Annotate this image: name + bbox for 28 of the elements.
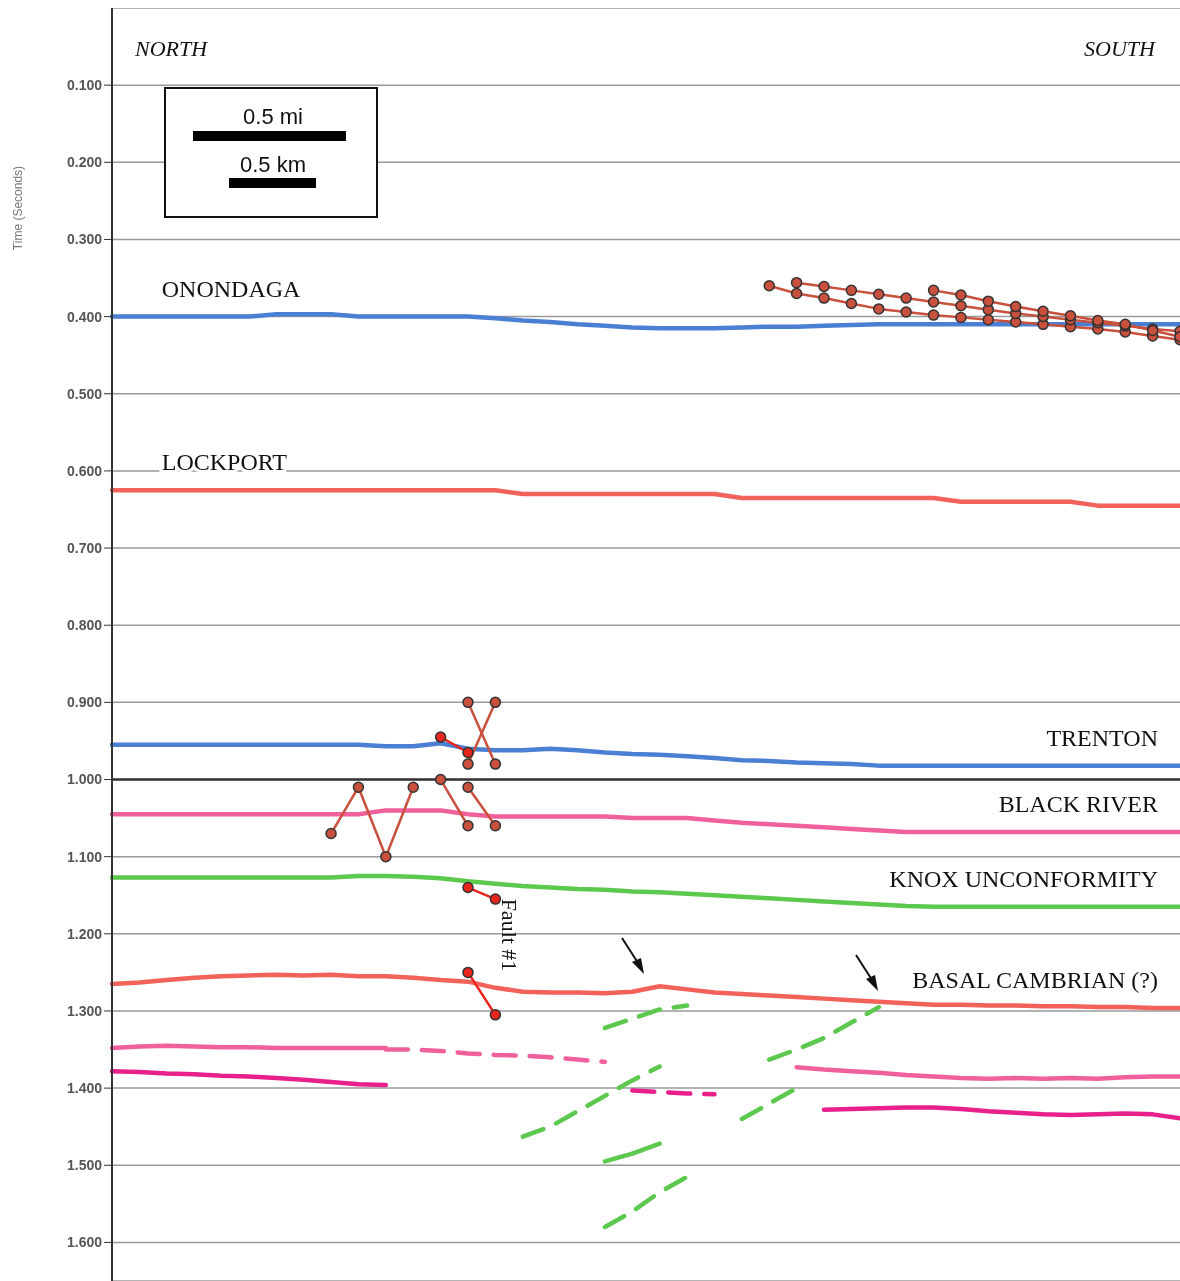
y-tick-label: 0.600 [66, 462, 103, 479]
y-tick-label: 1.400 [66, 1080, 103, 1097]
annotation: NORTH [134, 36, 209, 61]
series-label: BASAL CAMBRIAN (?) [912, 966, 1158, 993]
series-label: TRENTON [1046, 724, 1158, 751]
y-tick-label: 1.600 [66, 1234, 103, 1251]
y-tick-label: 0.800 [66, 617, 103, 634]
annotation: SOUTH [1084, 36, 1157, 61]
y-tick-label: 0.900 [66, 694, 103, 711]
y-tick-label: 0.300 [66, 231, 103, 248]
y-tick-label: 0.400 [66, 308, 103, 325]
y-tick-label: 1.200 [66, 925, 103, 942]
y-tick-label: 0.100 [66, 77, 103, 94]
annotation: Fault #1 [497, 898, 522, 972]
y-axis-title: Time (Seconds) [11, 165, 25, 251]
series-label: LOCKPORT [161, 449, 288, 476]
y-tick-label: 1.500 [66, 1157, 103, 1174]
annotation: 0.5 km [239, 152, 307, 177]
y-tick-label: 0.700 [66, 540, 103, 557]
y-tick-label: 1.100 [66, 848, 103, 865]
y-tick-label: 0.500 [66, 385, 103, 402]
series-label: KNOX UNCONFORMITY [889, 865, 1158, 892]
y-tick-label: 1.300 [66, 1002, 103, 1019]
series-label: ONONDAGA [161, 275, 302, 302]
annotation: 0.5 mi [243, 104, 303, 129]
series-label: BLACK RIVER [998, 790, 1158, 817]
y-tick-label: 1.000 [66, 771, 103, 788]
y-tick-label: 0.200 [66, 154, 103, 171]
